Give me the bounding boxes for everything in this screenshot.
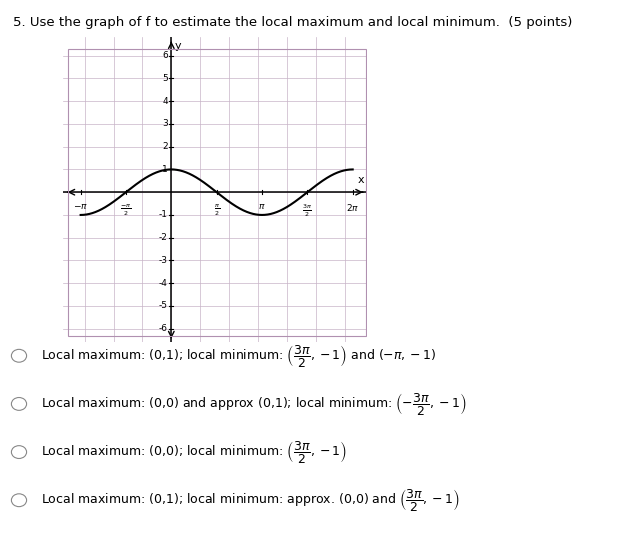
Text: x: x xyxy=(358,175,364,185)
Text: Local maximum: (0,0); local minimum: $\left(\dfrac{3\pi}{2},-1\right)$: Local maximum: (0,0); local minimum: $\l… xyxy=(41,439,348,465)
Text: -6: -6 xyxy=(159,324,168,333)
Text: -3: -3 xyxy=(159,256,168,265)
Text: -5: -5 xyxy=(159,302,168,310)
Text: -4: -4 xyxy=(159,279,168,288)
Text: $\pi$: $\pi$ xyxy=(258,202,266,211)
Text: Local maximum: (0,1); local minimum: approx. (0,0) and $\left(\dfrac{3\pi}{2},-1: Local maximum: (0,1); local minimum: app… xyxy=(41,487,460,513)
Text: 6: 6 xyxy=(162,51,168,60)
Text: 5. Use the graph of f to estimate the local maximum and local minimum.  (5 point: 5. Use the graph of f to estimate the lo… xyxy=(13,16,572,29)
Text: $2\pi$: $2\pi$ xyxy=(346,202,360,213)
Text: 5: 5 xyxy=(162,74,168,83)
Text: -2: -2 xyxy=(159,233,168,242)
Text: Local maximum: (0,1); local minimum: $\left(\dfrac{3\pi}{2},-1\right)$ and $\lef: Local maximum: (0,1); local minimum: $\l… xyxy=(41,343,437,369)
Text: $-\pi$: $-\pi$ xyxy=(73,202,88,211)
Text: Local maximum: (0,0) and approx (0,1); local minimum: $\left(-\dfrac{3\pi}{2},-1: Local maximum: (0,0) and approx (0,1); l… xyxy=(41,391,467,417)
Text: $\frac{\pi}{2}$: $\frac{\pi}{2}$ xyxy=(214,202,220,218)
Text: y: y xyxy=(175,41,182,51)
Text: 2: 2 xyxy=(162,142,168,151)
Text: -1: -1 xyxy=(159,210,168,219)
Text: 3: 3 xyxy=(162,119,168,128)
Text: 4: 4 xyxy=(162,97,168,106)
Text: 1: 1 xyxy=(162,165,168,174)
Text: $\frac{3\pi}{2}$: $\frac{3\pi}{2}$ xyxy=(303,202,312,219)
Text: $\frac{-\pi}{2}$: $\frac{-\pi}{2}$ xyxy=(120,202,132,218)
